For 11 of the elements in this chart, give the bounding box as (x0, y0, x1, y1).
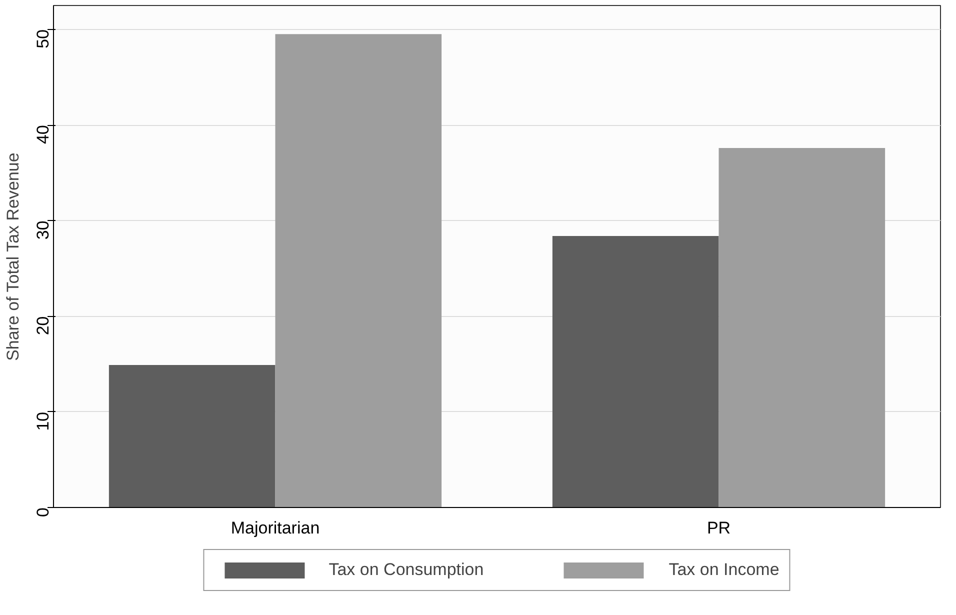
legend-label: Tax on Income (668, 560, 780, 580)
y-tick-label: 10 (34, 412, 52, 431)
y-tick-label: 20 (34, 316, 52, 336)
legend-label: Tax on Consumption (328, 560, 484, 580)
x-tick-label: Majoritarian (230, 518, 320, 538)
y-tick-label: 40 (34, 125, 52, 144)
y-tick-label: 0 (34, 507, 52, 517)
x-tick-label: PR (706, 518, 731, 538)
y-tick-label: 30 (34, 220, 52, 240)
y-tick-label: 50 (34, 29, 52, 48)
y-axis-title: Share of Total Tax Revenue (4, 152, 22, 361)
